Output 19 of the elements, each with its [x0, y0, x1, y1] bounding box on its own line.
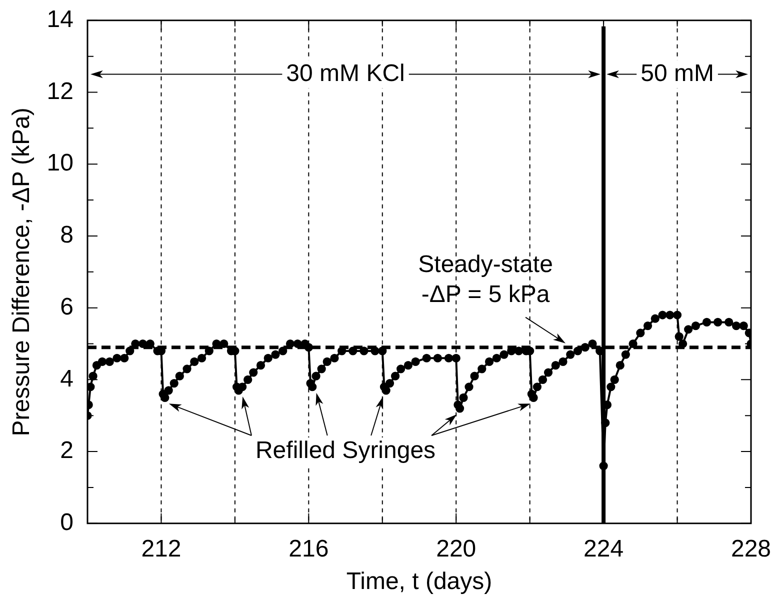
x-tick-label: 212 — [141, 535, 182, 562]
y-tick-label: 12 — [46, 78, 74, 105]
x-tick-label: 220 — [436, 535, 476, 562]
y-tick-label: 0 — [60, 509, 74, 536]
y-tick-label: 8 — [60, 222, 74, 249]
y-tick-label: 14 — [46, 6, 74, 34]
ref-line-label: Steady-state -ΔP = 5 kPa — [418, 250, 553, 308]
annotation: 30 mM KCl — [286, 60, 405, 87]
annotation: Refilled Syringes — [255, 437, 436, 464]
y-axis-title: Pressure Difference, -ΔP (kPa) — [8, 108, 36, 436]
x-axis-title: Time, t (days) — [346, 568, 492, 596]
x-tick-label: 216 — [288, 535, 329, 562]
y-tick-label: 2 — [60, 437, 74, 464]
x-tick-label: 224 — [584, 535, 624, 562]
x-tick-label: 228 — [730, 535, 772, 562]
y-tick-label: 10 — [46, 150, 74, 177]
y-tick-label: 6 — [60, 293, 74, 320]
annotation: 50 mM — [640, 60, 714, 87]
y-tick-label: 4 — [60, 365, 74, 392]
